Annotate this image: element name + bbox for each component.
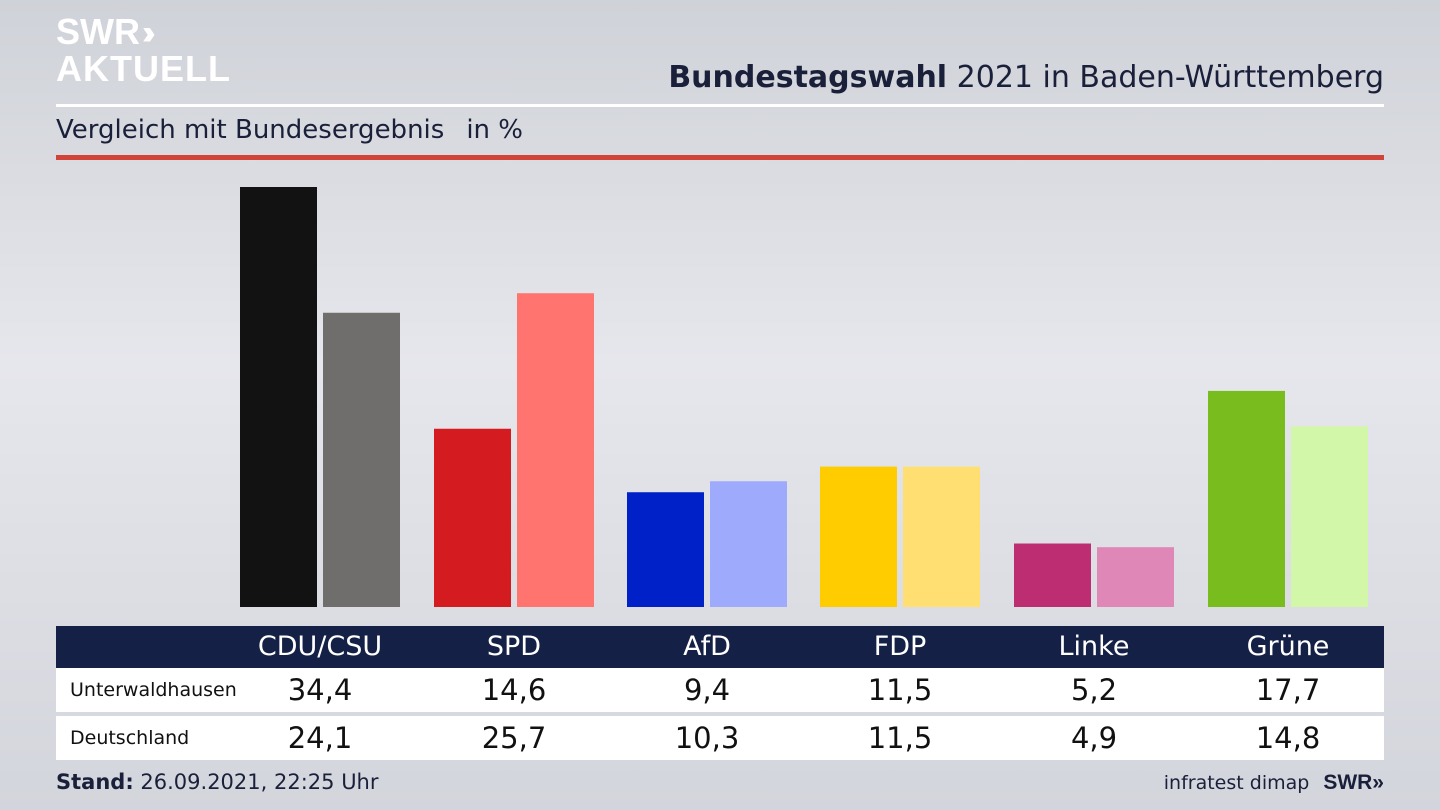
column-header-gruene: Grüne (1246, 631, 1330, 662)
bar-fdp-deutschland (903, 466, 980, 607)
stand-value: 26.09.2021, 22:25 Uhr (140, 770, 379, 794)
value-afd-unterwaldhausen: 9,4 (683, 673, 731, 707)
bar-chart (240, 187, 1368, 607)
row-label: Deutschland (70, 727, 190, 749)
bar-gruene-deutschland (1291, 426, 1368, 607)
bar-afd-deutschland (710, 481, 787, 607)
stand-label: Stand: (56, 770, 134, 794)
value-gruene-unterwaldhausen: 17,7 (1255, 673, 1321, 707)
bar-fdp-unterwaldhausen (820, 466, 897, 607)
value-fdp-unterwaldhausen: 11,5 (867, 673, 933, 707)
value-fdp-deutschland: 11,5 (867, 721, 933, 755)
bar-linke-unterwaldhausen (1014, 543, 1091, 607)
value-afd-deutschland: 10,3 (674, 721, 740, 755)
value-cdu-csu-deutschland: 24,1 (287, 721, 353, 755)
bar-linke-deutschland (1097, 547, 1174, 607)
table-header: CDU/CSU SPD AfD FDP Linke Grüne (56, 626, 1384, 668)
accent-divider (56, 155, 1384, 160)
column-header-afd: AfD (683, 631, 731, 662)
logo-swr-text: SWR (56, 11, 140, 52)
column-header-fdp: FDP (873, 631, 927, 662)
title-divider (56, 104, 1384, 107)
column-header-cdu-csu: CDU/CSU (257, 631, 383, 662)
page-title: Bundestagswahl 2021 in Baden-Württemberg (668, 60, 1384, 95)
subtitle: Vergleich mit Bundesergebnis in % (56, 115, 523, 145)
title-bold: Bundestagswahl (668, 60, 948, 95)
subtitle-text: Vergleich mit Bundesergebnis (56, 115, 445, 145)
results-table: CDU/CSU SPD AfD FDP Linke Grüne Unterwaldhaus… (56, 626, 1384, 760)
bar-cdu-csu-unterwaldhausen (240, 187, 317, 607)
bar-afd-unterwaldhausen (627, 492, 704, 607)
swr-aktuell-logo: SWR›› AKTUELL (56, 14, 231, 87)
source-credit: infratest dimap SWR» (1164, 771, 1384, 795)
timestamp: Stand: 26.09.2021, 22:25 Uhr (56, 770, 379, 794)
value-spd-deutschland: 25,7 (481, 721, 547, 755)
bar-cdu-csu-deutschland (323, 312, 400, 607)
row-label: Unterwaldhausen (70, 679, 237, 701)
unit-label: in % (466, 115, 523, 145)
value-linke-unterwaldhausen: 5,2 (1070, 673, 1118, 707)
source-text: infratest dimap (1163, 772, 1310, 794)
title-rest: 2021 in Baden-Württemberg (956, 60, 1384, 95)
bar-spd-deutschland (517, 293, 594, 607)
column-header-linke: Linke (1058, 631, 1130, 662)
value-spd-unterwaldhausen: 14,6 (481, 673, 547, 707)
value-linke-deutschland: 4,9 (1070, 721, 1118, 755)
table-row-deutschland: Deutschland 24,1 25,7 10,3 11,5 4,9 14,8 (56, 716, 1384, 760)
table-row-unterwaldhausen: Unterwaldhausen 34,4 14,6 9,4 11,5 5,2 17,7 (56, 668, 1384, 712)
value-cdu-csu-unterwaldhausen: 34,4 (287, 673, 353, 707)
swr-footer-logo: SWR» (1323, 771, 1384, 794)
bar-gruene-unterwaldhausen (1208, 390, 1285, 607)
column-header-spd: SPD (486, 631, 542, 662)
bar-spd-unterwaldhausen (434, 428, 511, 607)
value-gruene-deutschland: 14,8 (1255, 721, 1321, 755)
logo-aktuell-text: AKTUELL (56, 48, 231, 89)
